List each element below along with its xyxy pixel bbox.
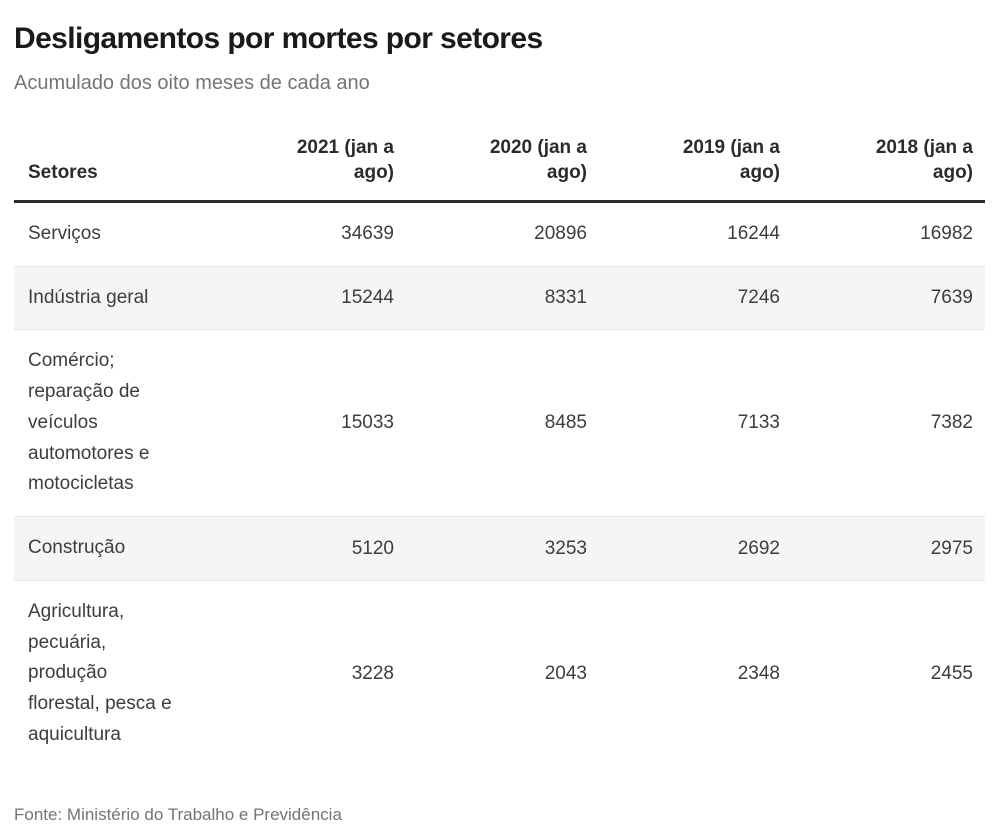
value-cell: 15244 xyxy=(341,287,394,309)
value-cell: 7133 xyxy=(737,412,780,434)
value-cell: 16982 xyxy=(920,223,973,245)
value-cell: 2455 xyxy=(930,663,973,684)
table-row: Serviços 34639 20896 16244 16982 xyxy=(14,201,985,266)
value-cell: 2692 xyxy=(737,537,780,559)
table-row: Construção 5120 3253 2692 2975 xyxy=(14,516,985,581)
page-subtitle: Acumulado dos oito meses de cada ano xyxy=(14,71,370,94)
sectors-table: Setores 2021 (jan a ago) 2020 (jan a ago… xyxy=(14,134,985,767)
column-header-2021: 2021 (jan a ago) xyxy=(213,134,406,203)
column-header-setores: Setores xyxy=(14,134,213,203)
value-cell: 20896 xyxy=(534,223,587,245)
value-cell: 2975 xyxy=(930,537,973,559)
column-header-2018: 2018 (jan a ago) xyxy=(792,134,985,203)
value-cell: 3228 xyxy=(351,663,394,684)
value-cell: 34639 xyxy=(341,223,394,245)
value-cell: 16244 xyxy=(727,223,780,245)
value-cell: 7639 xyxy=(930,287,973,309)
table-row: Comércio; reparação de veículos automoto… xyxy=(14,329,985,517)
page-title: Desligamentos por mortes por setores xyxy=(14,22,543,55)
column-header-2020: 2020 (jan a ago) xyxy=(406,134,599,203)
sector-name-cell: Serviços xyxy=(28,222,101,244)
value-cell: 5120 xyxy=(351,537,394,559)
value-cell: 15033 xyxy=(341,412,394,434)
table-row: Indústria geral 15244 8331 7246 7639 xyxy=(14,266,985,330)
value-cell: 2348 xyxy=(737,663,780,684)
value-cell: 3253 xyxy=(544,537,587,559)
sector-name-cell: Construção xyxy=(28,537,126,559)
value-cell: 7382 xyxy=(930,412,973,434)
value-cell: 2043 xyxy=(544,663,587,684)
sector-name-cell: Comércio; reparação de veículos automoto… xyxy=(28,350,150,495)
sector-name-cell: Agricultura, pecuária, produção floresta… xyxy=(28,600,172,745)
value-cell: 8331 xyxy=(544,287,587,309)
value-cell: 8485 xyxy=(544,412,587,434)
source-credit: Fonte: Ministério do Trabalho e Previdên… xyxy=(14,804,342,824)
table-header-row: Setores 2021 (jan a ago) 2020 (jan a ago… xyxy=(14,134,985,203)
value-cell: 7246 xyxy=(737,287,780,309)
table-row: Agricultura, pecuária, produção floresta… xyxy=(14,580,985,766)
column-header-2019: 2019 (jan a ago) xyxy=(599,134,792,203)
sector-name-cell: Indústria geral xyxy=(28,286,149,308)
